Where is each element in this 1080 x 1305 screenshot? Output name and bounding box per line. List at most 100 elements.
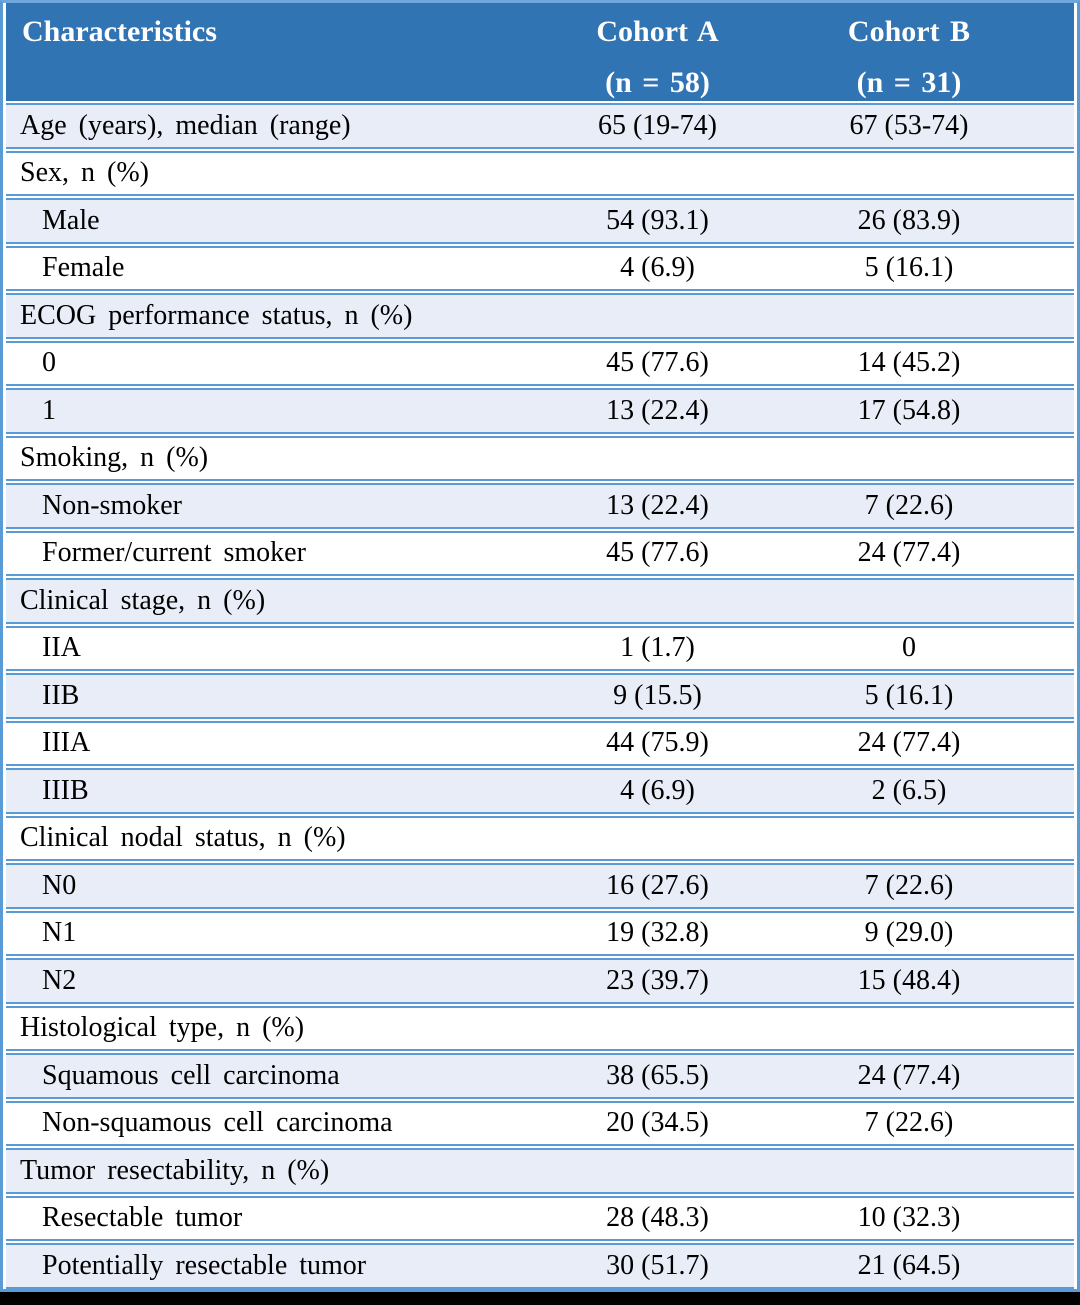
cohort-b-value: 9 (29.0) bbox=[806, 910, 1074, 956]
cohort-a-value: 65 (19-74) bbox=[507, 103, 807, 149]
cohort-a-value: 44 (75.9) bbox=[507, 720, 807, 766]
table-row: Squamous cell carcinoma 38 (65.5) 24 (77… bbox=[6, 1053, 1074, 1099]
cohort-b-value: 24 (77.4) bbox=[806, 530, 1074, 576]
cohort-b-value: 26 (83.9) bbox=[806, 198, 1074, 244]
table-row: Female 4 (6.9) 5 (16.1) bbox=[6, 245, 1074, 291]
cohort-b-value: 5 (16.1) bbox=[806, 245, 1074, 291]
row-label: Male bbox=[6, 198, 508, 244]
row-label: Tumor resectability, n (%) bbox=[6, 1148, 508, 1194]
header-cell-cohort-b: Cohort B (n = 31) bbox=[806, 3, 1074, 101]
cohort-b-value: 7 (22.6) bbox=[806, 863, 1074, 909]
table-row: Clinical stage, n (%) bbox=[6, 578, 1074, 624]
header-cohort-a-label: Cohort A bbox=[596, 15, 719, 48]
cohort-b-value: 10 (32.3) bbox=[806, 1195, 1074, 1241]
header-cell-cohort-a: Cohort A (n = 58) bbox=[507, 3, 807, 101]
row-label: Histological type, n (%) bbox=[6, 1005, 508, 1051]
cohort-b-value: 21 (64.5) bbox=[806, 1243, 1074, 1289]
header-cell-characteristics: Characteristics bbox=[6, 3, 508, 101]
table-row: Non-smoker 13 (22.4) 7 (22.6) bbox=[6, 483, 1074, 529]
row-label: Former/current smoker bbox=[6, 530, 508, 576]
cohort-b-value: 67 (53-74) bbox=[806, 103, 1074, 149]
table-row: Non-squamous cell carcinoma 20 (34.5) 7 … bbox=[6, 1100, 1074, 1146]
table-row: Male 54 (93.1) 26 (83.9) bbox=[6, 198, 1074, 244]
table-row: N2 23 (39.7) 15 (48.4) bbox=[6, 958, 1074, 1004]
row-label: Smoking, n (%) bbox=[6, 435, 508, 481]
table-row: N0 16 (27.6) 7 (22.6) bbox=[6, 863, 1074, 909]
header-cohort-b-label: Cohort B bbox=[847, 15, 971, 48]
cohort-a-value: 28 (48.3) bbox=[507, 1195, 807, 1241]
cohort-b-value bbox=[806, 1148, 1074, 1194]
cohort-a-value: 13 (22.4) bbox=[507, 483, 807, 529]
table-row: Sex, n (%) bbox=[6, 150, 1074, 196]
header-characteristics-label: Characteristics bbox=[22, 15, 217, 48]
header-row: Characteristics Cohort A (n = 58) Cohort… bbox=[6, 3, 1074, 101]
cohort-b-value: 2 (6.5) bbox=[806, 768, 1074, 814]
row-label: Sex, n (%) bbox=[6, 150, 508, 196]
cohort-b-value: 7 (22.6) bbox=[806, 483, 1074, 529]
row-label: 0 bbox=[6, 340, 508, 386]
cohort-b-value bbox=[806, 815, 1074, 861]
cohort-a-value: 20 (34.5) bbox=[507, 1100, 807, 1146]
table-row: Smoking, n (%) bbox=[6, 435, 1074, 481]
cohort-a-value bbox=[507, 1148, 807, 1194]
row-label: N1 bbox=[6, 910, 508, 956]
header-cohort-a-n: (n = 58) bbox=[605, 66, 710, 99]
cohort-a-value: 4 (6.9) bbox=[507, 768, 807, 814]
row-label: IIIA bbox=[6, 720, 508, 766]
characteristics-table: Characteristics Cohort A (n = 58) Cohort… bbox=[6, 1, 1074, 1291]
cohort-b-value: 24 (77.4) bbox=[806, 720, 1074, 766]
cohort-a-value bbox=[507, 293, 807, 339]
cohort-a-value bbox=[507, 435, 807, 481]
bottom-bar bbox=[0, 1291, 1080, 1305]
cohort-a-value: 16 (27.6) bbox=[507, 863, 807, 909]
row-label: Squamous cell carcinoma bbox=[6, 1053, 508, 1099]
cohort-b-value: 15 (48.4) bbox=[806, 958, 1074, 1004]
row-label: Non-smoker bbox=[6, 483, 508, 529]
cohort-b-value: 7 (22.6) bbox=[806, 1100, 1074, 1146]
cohort-b-value: 17 (54.8) bbox=[806, 388, 1074, 434]
cohort-a-value: 45 (77.6) bbox=[507, 340, 807, 386]
row-label: Clinical stage, n (%) bbox=[6, 578, 508, 624]
cohort-a-value: 19 (32.8) bbox=[507, 910, 807, 956]
cohort-a-value bbox=[507, 150, 807, 196]
row-label: N2 bbox=[6, 958, 508, 1004]
row-label: Age (years), median (range) bbox=[6, 103, 508, 149]
cohort-b-value: 24 (77.4) bbox=[806, 1053, 1074, 1099]
cohort-b-value: 5 (16.1) bbox=[806, 673, 1074, 719]
table-row: 0 45 (77.6) 14 (45.2) bbox=[6, 340, 1074, 386]
row-label: Female bbox=[6, 245, 508, 291]
row-label: Resectable tumor bbox=[6, 1195, 508, 1241]
table-row: Histological type, n (%) bbox=[6, 1005, 1074, 1051]
table-row: Former/current smoker 45 (77.6) 24 (77.4… bbox=[6, 530, 1074, 576]
cohort-b-value bbox=[806, 293, 1074, 339]
row-label: Clinical nodal status, n (%) bbox=[6, 815, 508, 861]
cohort-b-value bbox=[806, 578, 1074, 624]
row-label: ECOG performance status, n (%) bbox=[6, 293, 508, 339]
cohort-a-value: 13 (22.4) bbox=[507, 388, 807, 434]
row-label: Potentially resectable tumor bbox=[6, 1243, 508, 1289]
table-row: 1 13 (22.4) 17 (54.8) bbox=[6, 388, 1074, 434]
cohort-a-value: 9 (15.5) bbox=[507, 673, 807, 719]
table-row: IIIA 44 (75.9) 24 (77.4) bbox=[6, 720, 1074, 766]
row-label: Non-squamous cell carcinoma bbox=[6, 1100, 508, 1146]
header-cohort-b-n: (n = 31) bbox=[856, 66, 962, 99]
table-row: Resectable tumor 28 (48.3) 10 (32.3) bbox=[6, 1195, 1074, 1241]
cohort-a-value: 30 (51.7) bbox=[507, 1243, 807, 1289]
cohort-b-value: 0 bbox=[806, 625, 1074, 671]
table-row: N1 19 (32.8) 9 (29.0) bbox=[6, 910, 1074, 956]
row-label: IIIB bbox=[6, 768, 508, 814]
table-row: Potentially resectable tumor 30 (51.7) 2… bbox=[6, 1243, 1074, 1289]
cohort-a-value bbox=[507, 1005, 807, 1051]
cohort-b-value bbox=[806, 1005, 1074, 1051]
table-row: Age (years), median (range) 65 (19-74) 6… bbox=[6, 103, 1074, 149]
row-label: IIA bbox=[6, 625, 508, 671]
row-label: N0 bbox=[6, 863, 508, 909]
cohort-a-value bbox=[507, 578, 807, 624]
cohort-b-value bbox=[806, 435, 1074, 481]
cohort-a-value: 1 (1.7) bbox=[507, 625, 807, 671]
table-row: IIIB 4 (6.9) 2 (6.5) bbox=[6, 768, 1074, 814]
cohort-b-value: 14 (45.2) bbox=[806, 340, 1074, 386]
row-label: IIB bbox=[6, 673, 508, 719]
